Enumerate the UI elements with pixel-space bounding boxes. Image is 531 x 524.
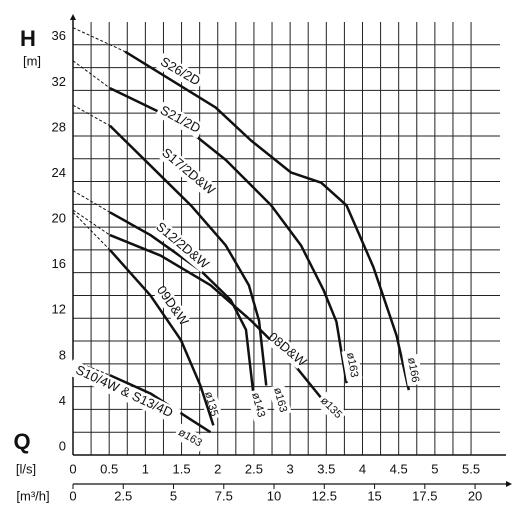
label-bg — [199, 387, 223, 421]
curve-name: S17/2D&W — [159, 145, 218, 198]
label-bg — [266, 331, 308, 369]
pump-curve — [124, 50, 411, 391]
curve-extension — [72, 104, 111, 127]
curve-extension — [72, 60, 111, 89]
label-bg — [158, 145, 218, 199]
label-bg — [152, 219, 212, 273]
curve-name: S21/2D — [158, 102, 203, 136]
curve-name: S10/4W & S13/4D — [73, 362, 175, 420]
x-tick-label: 5.5 — [462, 461, 480, 476]
x-label: Q — [13, 429, 30, 454]
x-tick-label: 3 — [287, 461, 294, 476]
y-tick-label: 12 — [52, 302, 66, 317]
y-tick-label: 16 — [52, 256, 66, 271]
y-unit: [m] — [23, 53, 41, 68]
x2-tick-label: 12.5 — [312, 488, 337, 503]
axis-arrow — [506, 481, 512, 487]
pump-curve — [109, 211, 255, 393]
x-unit: [l/s] — [16, 461, 36, 476]
x2-tick-label: 0 — [69, 488, 76, 503]
x2-tick-label: 17.5 — [412, 488, 437, 503]
y-tick-label: 0 — [59, 438, 66, 453]
x2-tick-label: 10 — [267, 488, 281, 503]
x-tick-label: 4.5 — [390, 461, 408, 476]
label-bg — [268, 383, 292, 417]
x-tick-label: 1.5 — [173, 461, 191, 476]
x-tick-label: 3.5 — [317, 461, 335, 476]
label-bg — [155, 101, 205, 139]
curve-extension — [72, 190, 111, 213]
label-bg — [153, 285, 191, 327]
x2-tick-label: 2.5 — [114, 488, 132, 503]
label-bg — [402, 353, 424, 387]
x-tick-label: 2 — [214, 461, 221, 476]
y-tick-label: 24 — [52, 165, 66, 180]
x-tick-label: 4 — [359, 461, 366, 476]
label-bg — [66, 359, 182, 425]
y-tick-label: 20 — [52, 211, 66, 226]
x-tick-label: 0 — [69, 461, 76, 476]
y-tick-label: 28 — [52, 119, 66, 134]
y-tick-label: 32 — [52, 74, 66, 89]
x2-tick-label: 15 — [367, 488, 381, 503]
curve-extension — [72, 209, 111, 236]
impeller-label: ø163 — [344, 352, 360, 379]
label-bg — [173, 423, 207, 453]
x-tick-label: 5 — [431, 461, 438, 476]
curve-extension — [72, 27, 126, 53]
y-tick-label: 8 — [59, 347, 66, 362]
pump-curve — [108, 249, 215, 426]
y-label: H — [20, 26, 36, 51]
x-tick-label: 2.5 — [245, 461, 263, 476]
impeller-label: ø166 — [405, 357, 421, 384]
y-tick-label: 36 — [52, 28, 66, 43]
label-bg — [155, 53, 205, 91]
curve-extension — [72, 211, 111, 251]
axis-arrow — [70, 14, 76, 20]
label-bg — [341, 348, 363, 382]
label-bg — [246, 388, 270, 422]
x-tick-label: 0.5 — [100, 461, 118, 476]
label-bg — [314, 391, 348, 425]
y-tick-label: 4 — [59, 393, 66, 408]
pump-curve — [109, 124, 268, 386]
x2-tick-label: 20 — [468, 488, 482, 503]
x2-tick-label: 7.5 — [215, 488, 233, 503]
curve-name: 09D&W — [154, 283, 192, 329]
x2-tick-label: 5 — [170, 488, 177, 503]
x-tick-label: 1 — [142, 461, 149, 476]
pump-curve — [109, 233, 323, 399]
x2-unit: [m³/h] — [16, 488, 49, 503]
